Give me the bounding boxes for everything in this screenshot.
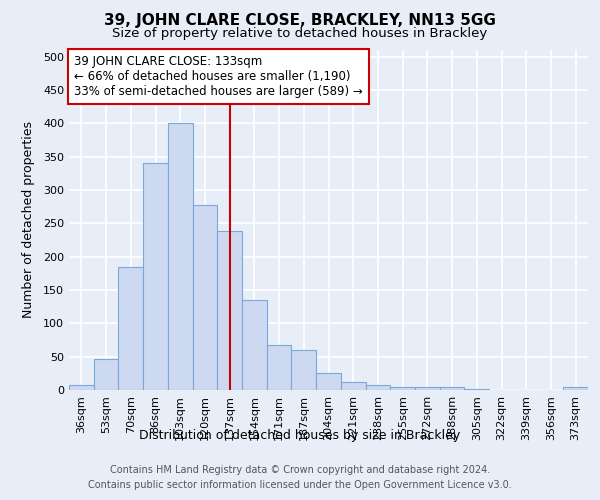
Text: Contains public sector information licensed under the Open Government Licence v3: Contains public sector information licen…	[88, 480, 512, 490]
Bar	[217, 232, 242, 390]
Text: Size of property relative to detached houses in Brackley: Size of property relative to detached ho…	[112, 28, 488, 40]
Bar	[365, 384, 390, 390]
Bar	[292, 350, 316, 390]
Bar	[193, 204, 217, 390]
Bar	[69, 384, 94, 390]
Bar	[267, 344, 292, 390]
Bar	[415, 388, 440, 390]
Text: Distribution of detached houses by size in Brackley: Distribution of detached houses by size …	[139, 428, 461, 442]
Bar	[390, 386, 415, 390]
Bar	[563, 388, 588, 390]
Y-axis label: Number of detached properties: Number of detached properties	[22, 122, 35, 318]
Text: 39 JOHN CLARE CLOSE: 133sqm
← 66% of detached houses are smaller (1,190)
33% of : 39 JOHN CLARE CLOSE: 133sqm ← 66% of det…	[74, 55, 363, 98]
Bar	[94, 360, 118, 390]
Text: 39, JOHN CLARE CLOSE, BRACKLEY, NN13 5GG: 39, JOHN CLARE CLOSE, BRACKLEY, NN13 5GG	[104, 12, 496, 28]
Bar	[242, 300, 267, 390]
Bar	[168, 124, 193, 390]
Bar	[440, 388, 464, 390]
Bar	[316, 372, 341, 390]
Bar	[341, 382, 365, 390]
Bar	[143, 164, 168, 390]
Text: Contains HM Land Registry data © Crown copyright and database right 2024.: Contains HM Land Registry data © Crown c…	[110, 465, 490, 475]
Bar	[118, 268, 143, 390]
